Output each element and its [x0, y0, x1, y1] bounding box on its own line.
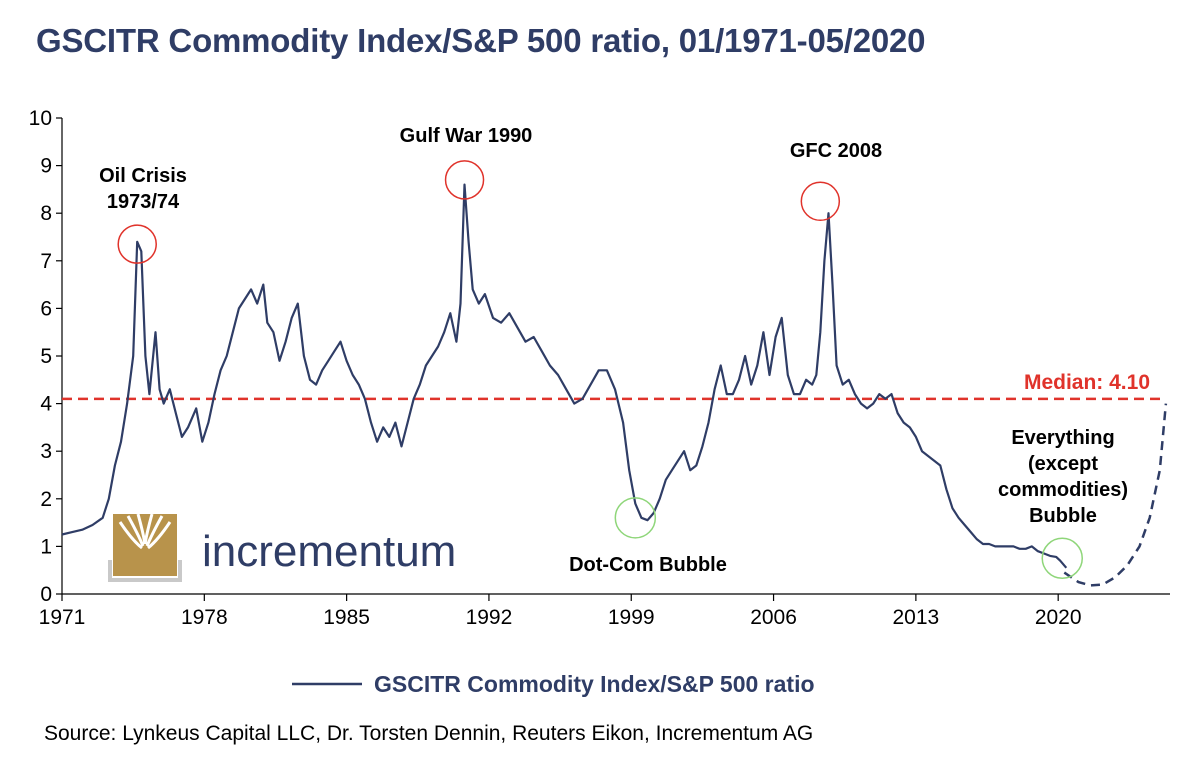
y-tick-label: 0	[40, 583, 52, 606]
trough-circle	[1041, 537, 1083, 580]
tree-icon	[108, 513, 182, 582]
annotation-label: Everything (except commodities) Bubble	[998, 427, 1128, 527]
chart-title: GSCITR Commodity Index/S&P 500 ratio, 01…	[36, 22, 926, 59]
y-tick-label: 6	[40, 297, 52, 320]
annotation-label: GFC 2008	[790, 140, 882, 162]
x-tick-label: 1971	[39, 606, 86, 629]
y-tick-label: 2	[40, 488, 52, 511]
annotation-label: Gulf War 1990	[400, 125, 533, 147]
y-tick-label: 5	[40, 345, 52, 368]
annotation-label: Dot-Com Bubble	[569, 554, 727, 576]
x-tick-label: 1999	[608, 606, 655, 629]
source-note: Source: Lynkeus Capital LLC, Dr. Torsten…	[44, 722, 814, 745]
peak-circle	[444, 160, 485, 200]
y-axis-ticks: 0 1 2 3 4 5 6 7 8 9 10	[29, 107, 62, 606]
peak-circle	[800, 181, 841, 222]
y-tick-label: 3	[40, 440, 52, 463]
x-tick-label: 1992	[466, 606, 513, 629]
x-tick-label: 2020	[1035, 606, 1082, 629]
peak-circle	[117, 224, 157, 264]
annotations: Oil Crisis 1973/74 Gulf War 1990 GFC 2008 Do…	[99, 125, 1128, 580]
x-tick-label: 1985	[323, 606, 370, 629]
y-tick-label: 4	[40, 393, 52, 416]
y-tick-label: 10	[29, 107, 52, 130]
series-line	[61, 183, 1068, 569]
trough-circle	[614, 497, 657, 539]
projection-line	[1063, 403, 1168, 587]
logo-text: incrementum	[202, 527, 456, 576]
x-tick-label: 2013	[893, 606, 940, 629]
y-tick-label: 1	[40, 535, 52, 558]
y-tick-label: 9	[40, 155, 52, 178]
incrementum-logo: incrementum	[108, 513, 456, 582]
y-tick-label: 7	[40, 250, 52, 273]
x-tick-label: 2006	[750, 606, 797, 629]
legend-label: GSCITR Commodity Index/S&P 500 ratio	[374, 671, 815, 697]
x-tick-label: 1978	[181, 606, 228, 629]
legend: GSCITR Commodity Index/S&P 500 ratio	[292, 671, 815, 697]
annotation-label: Oil Crisis 1973/74	[99, 165, 187, 213]
y-tick-label: 8	[40, 202, 52, 225]
median-label: Median: 4.10	[1024, 371, 1150, 394]
x-axis-ticks: 1971 1978 1985 1992 1999 2006 2013 2020	[39, 594, 1082, 629]
